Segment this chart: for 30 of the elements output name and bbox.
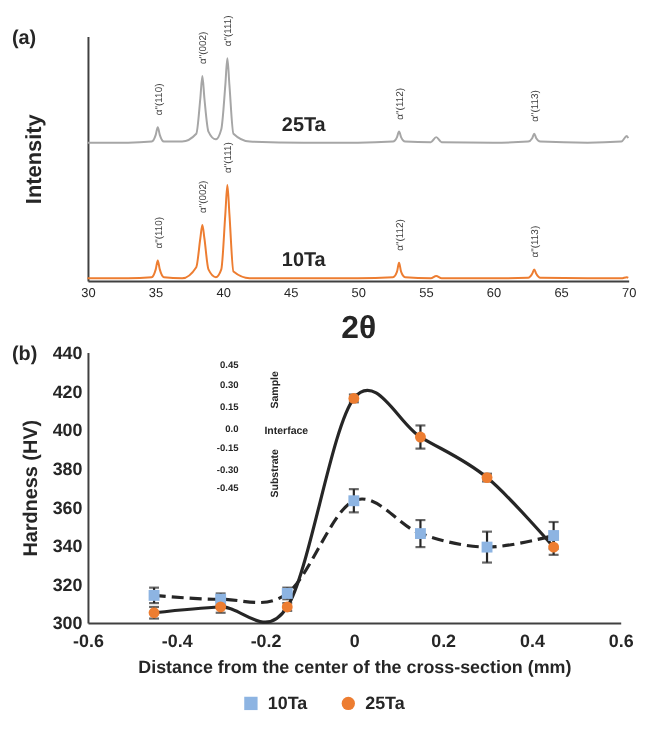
x-tick-label: -0.2: [250, 631, 282, 652]
point: [414, 431, 426, 443]
point: [548, 530, 560, 541]
y-axis-title: Intensity: [22, 112, 47, 205]
legend-label: 25Ta: [365, 693, 407, 714]
y-tick-label: 340: [52, 536, 83, 557]
series-label: 10Ta: [281, 250, 327, 273]
chart-title: (b): [11, 344, 38, 367]
point: [348, 495, 360, 507]
y-tick-label: 300: [52, 613, 83, 634]
point: [481, 541, 493, 553]
y-axis-title: Hardness (HV): [20, 419, 43, 557]
y-tick-label: 380: [52, 458, 83, 479]
legend-label: 10Ta: [267, 693, 310, 714]
x-tick-label: 0.6: [608, 631, 634, 652]
x-tick-label: -0.4: [161, 631, 193, 652]
y-tick-label: 320: [52, 574, 83, 595]
series-label: 25Ta: [281, 114, 327, 137]
x-tick-label: 0.4: [519, 631, 545, 652]
chart-title: (a): [11, 27, 37, 50]
x-axis-title: Distance from the center of the cross-section (mm): [138, 657, 572, 678]
y-tick-label: 400: [52, 420, 83, 441]
y-tick-label: 420: [52, 381, 83, 402]
x-tick-label: 0: [349, 631, 360, 652]
y-tick-label: 360: [52, 497, 83, 518]
x-tick-label: -0.6: [73, 631, 104, 652]
x-axis-title: 2θ: [341, 312, 377, 347]
point: [414, 528, 426, 540]
y-tick-label: 440: [52, 343, 83, 364]
x-tick-label: 0.2: [431, 631, 457, 652]
